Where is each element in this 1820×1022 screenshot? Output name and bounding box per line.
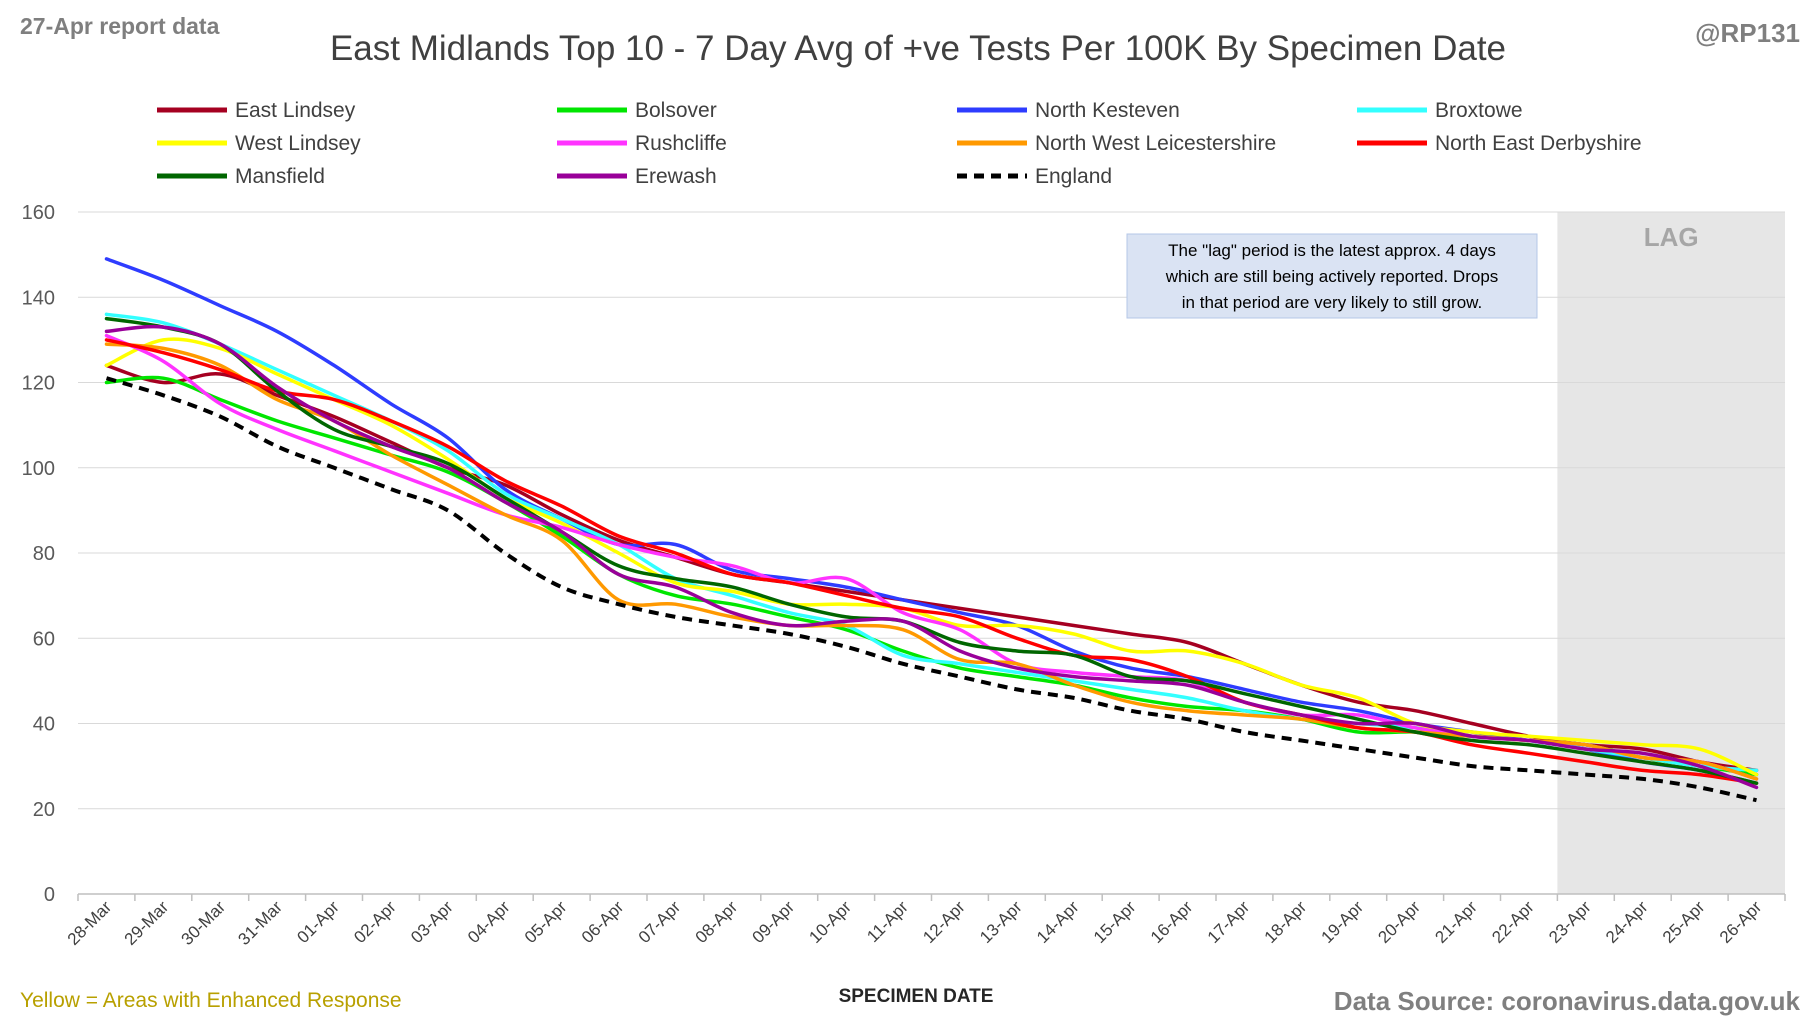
data-source: Data Source: coronavirus.data.gov.uk [1334, 986, 1801, 1016]
lag-label: LAG [1644, 222, 1699, 252]
legend: East Lindsey Bolsover North Kesteven Broxto… [157, 99, 1642, 188]
annotation-line-1: The "lag" period is the latest approx. 4… [1168, 241, 1496, 260]
y-tick-label: 60 [33, 628, 55, 650]
y-tick-label: 20 [33, 799, 55, 821]
legend-item: Bolsover [557, 99, 717, 122]
series-layer [104, 257, 1759, 803]
y-tick-label: 100 [22, 458, 55, 480]
legend-item: East Lindsey [157, 99, 356, 122]
chart-title: East Midlands Top 10 - 7 Day Avg of +ve … [330, 29, 1506, 68]
legend-label: Mansfield [235, 165, 325, 188]
legend-item: Rushcliffe [557, 132, 727, 155]
y-tick-label: 0 [44, 884, 55, 906]
annotation-line-3: in that period are very likely to still … [1182, 293, 1482, 312]
series-line-north-east-derbyshire [104, 338, 1759, 785]
legend-item: Erewash [557, 165, 717, 188]
legend-label: North Kesteven [1035, 99, 1180, 122]
legend-item: North Kesteven [957, 99, 1180, 122]
report-date-note: 27-Apr report data [20, 13, 220, 39]
author-handle: @RP131 [1695, 18, 1800, 48]
annotation-line-2: which are still being actively reported.… [1165, 267, 1499, 286]
legend-item: England [957, 165, 1112, 188]
legend-label: Erewash [635, 165, 717, 188]
enhanced-response-note: Yellow = Areas with Enhanced Response [20, 989, 402, 1012]
series-line-erewash [104, 324, 1759, 790]
y-tick-label: 40 [33, 714, 55, 736]
legend-label: West Lindsey [235, 132, 361, 155]
y-tick-label: 160 [22, 202, 55, 224]
series-line-england [105, 376, 1757, 803]
legend-item: Broxtowe [1357, 99, 1523, 122]
series-line-east-lindsey [104, 363, 1759, 773]
legend-label: Bolsover [635, 99, 717, 122]
legend-label: East Lindsey [235, 99, 356, 122]
legend-item: Mansfield [157, 165, 325, 188]
legend-label: England [1035, 165, 1112, 188]
y-tick-label: 80 [33, 543, 55, 565]
legend-label: Rushcliffe [635, 132, 727, 155]
legend-label: Broxtowe [1435, 99, 1523, 122]
lag-annotation: The "lag" period is the latest approx. 4… [1126, 233, 1538, 319]
legend-item: North West Leicestershire [957, 132, 1276, 155]
legend-label: North East Derbyshire [1435, 132, 1642, 155]
legend-item: North East Derbyshire [1357, 132, 1642, 155]
y-tick-label: 140 [22, 287, 55, 309]
x-axis-label: SPECIMEN DATE [839, 986, 994, 1007]
legend-label: North West Leicestershire [1035, 132, 1276, 155]
legend-item: West Lindsey [157, 132, 361, 155]
grid-layer [78, 211, 1785, 810]
y-tick-label: 120 [22, 373, 55, 395]
annotation-box [1126, 233, 1538, 319]
